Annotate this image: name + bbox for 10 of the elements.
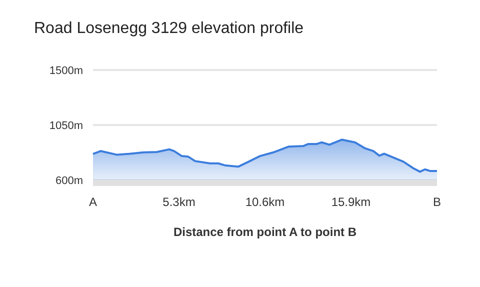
x-tick-label: 15.9km (331, 195, 371, 209)
x-tick-label: B (432, 195, 442, 209)
y-tick-label: 1500m (49, 64, 83, 77)
x-tick-label: 10.6km (245, 195, 285, 209)
x-axis-title: Distance from point A to point B (173, 225, 357, 239)
y-tick-label: 600m (55, 174, 83, 187)
x-tick-label: 5.3km (162, 195, 196, 209)
x-tick-label: A (88, 195, 98, 209)
chart-title: Road Losenegg 3129 elevation profile (34, 20, 304, 37)
y-tick-label: 1050m (49, 120, 83, 132)
